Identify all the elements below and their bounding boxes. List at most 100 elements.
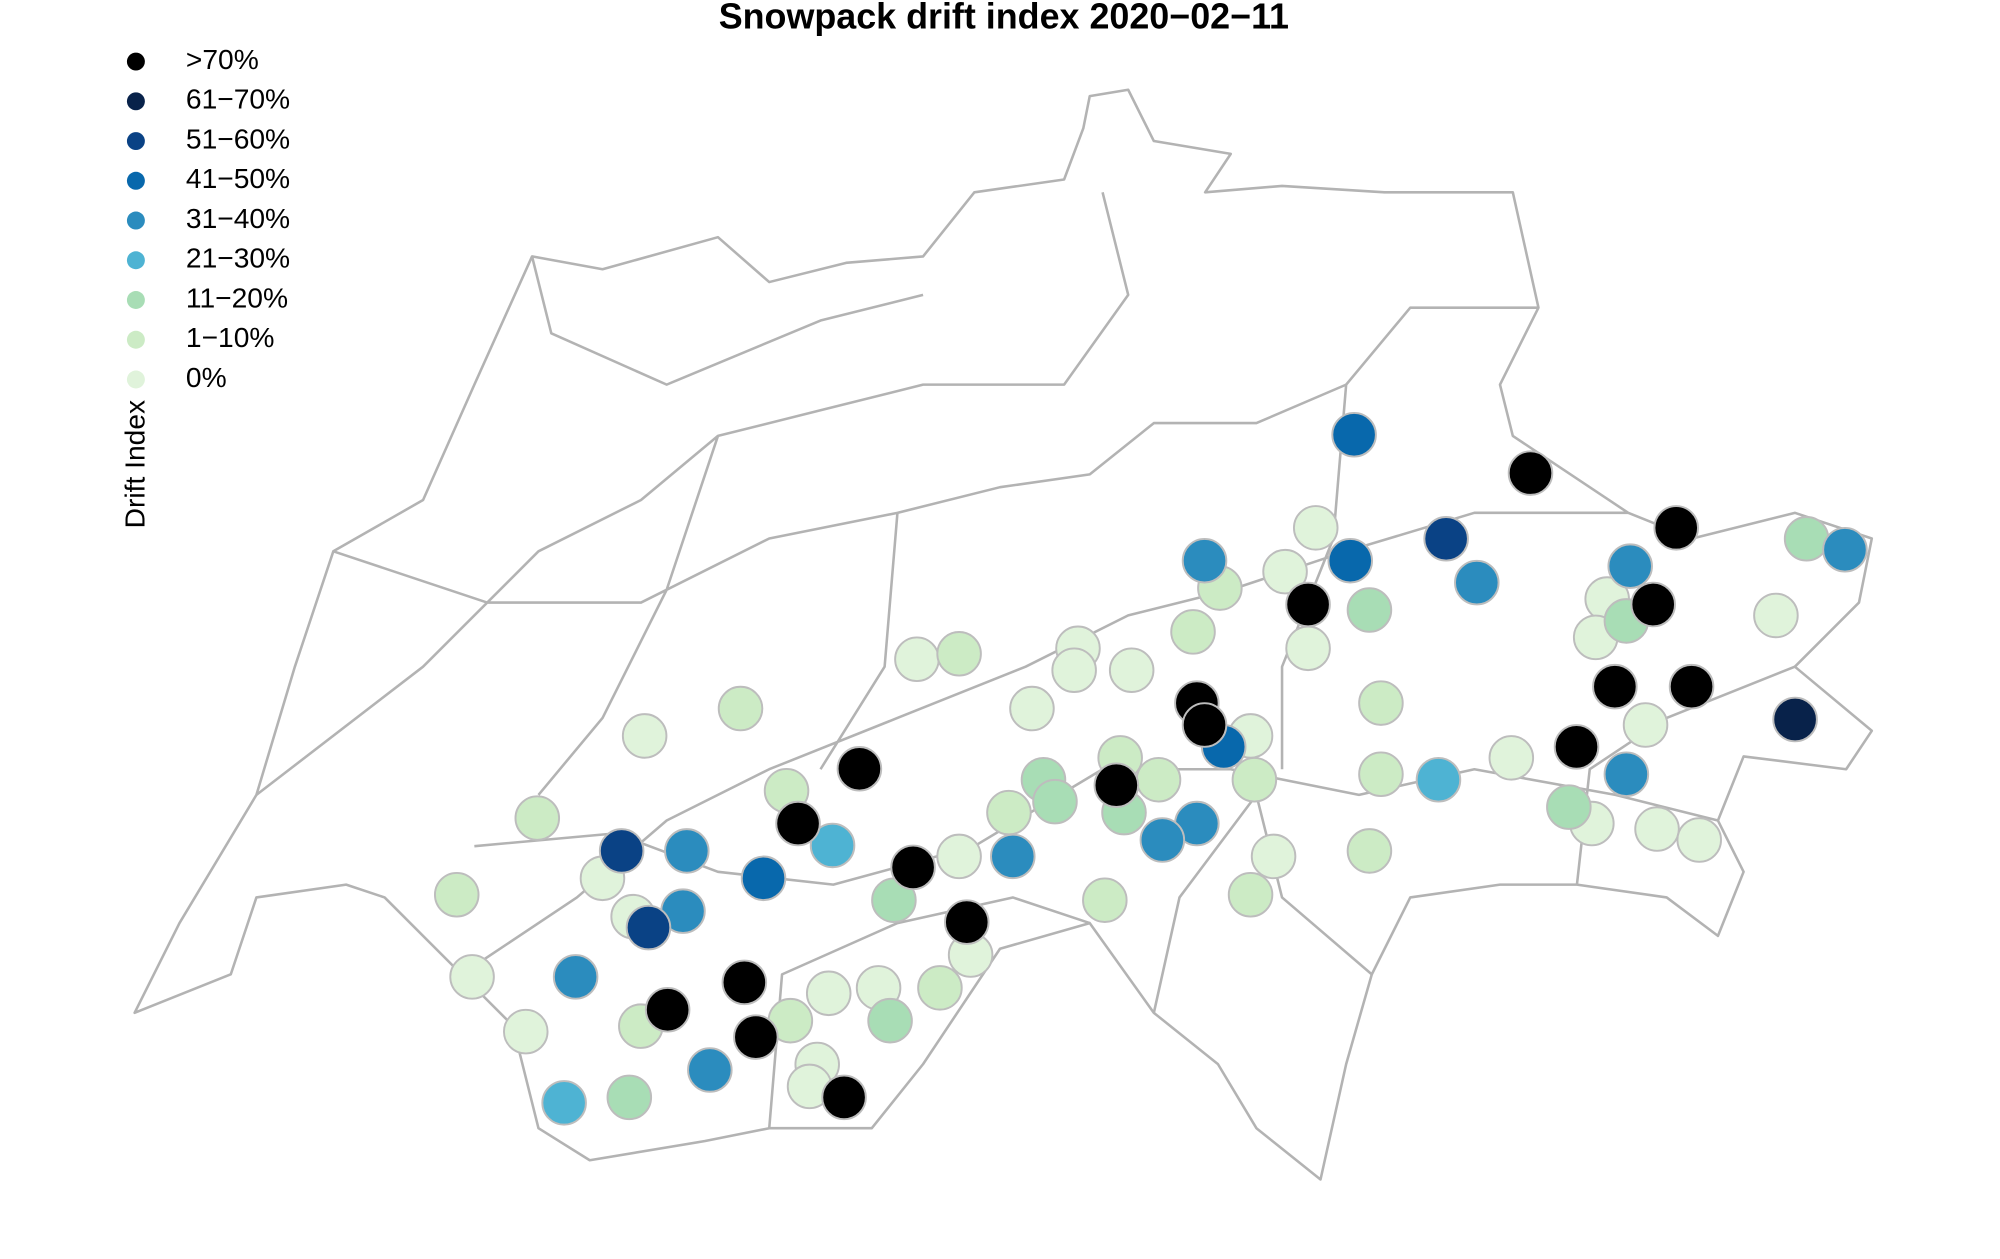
station-point [552, 954, 599, 1000]
station-point [433, 871, 480, 918]
station-point [917, 965, 963, 1011]
station-point [1262, 548, 1308, 595]
station-point [1454, 559, 1500, 606]
station-point [1231, 756, 1278, 803]
legend-label: 31−40% [186, 202, 290, 234]
station-point [821, 1074, 867, 1121]
station-point [541, 1080, 587, 1126]
station-point [621, 713, 668, 759]
legend-marker [126, 330, 145, 349]
station-point [1135, 756, 1182, 803]
points [433, 411, 1868, 1126]
station-point [944, 899, 990, 945]
station-point [1358, 680, 1404, 726]
legend-label: 21−30% [186, 242, 290, 274]
station-point [936, 631, 982, 677]
station-point [1607, 543, 1653, 589]
station-point [936, 833, 982, 880]
chart-title: Snowpack drift index 2020−02−11 [719, 0, 1289, 37]
legend-label: 61−70% [186, 83, 290, 115]
station-point [1630, 581, 1676, 628]
legend-marker [126, 251, 145, 270]
legend-marker [126, 52, 145, 71]
station-point [1009, 685, 1055, 732]
legend-marker [126, 291, 145, 309]
station-point [1676, 817, 1722, 863]
station-point [890, 844, 936, 891]
station-point [1051, 647, 1097, 693]
station-point [449, 954, 495, 1000]
station-point [990, 833, 1036, 880]
station-point [986, 789, 1032, 836]
station-point [1181, 702, 1228, 748]
legend: >70% 61−70% 51−60% 41−50% 31−40% 21−30% 11−20%… [126, 43, 290, 393]
station-point [1415, 756, 1462, 803]
station-point [606, 1074, 653, 1121]
legend-marker [126, 211, 145, 230]
station-point [740, 855, 787, 902]
legend-title: Drift Index [119, 400, 151, 528]
station-point [1285, 625, 1331, 672]
legend-label: 41−50% [186, 162, 290, 194]
station-point [1822, 526, 1868, 573]
station-point [1546, 784, 1592, 830]
station-point [1093, 762, 1140, 808]
country-border [133, 88, 1874, 1181]
station-point [894, 636, 940, 683]
station-point [1488, 735, 1535, 781]
station-point [1753, 592, 1799, 639]
station-point [1653, 505, 1699, 551]
legend-label: 11−20% [186, 281, 288, 313]
station-point [1170, 609, 1216, 655]
legend-marker [126, 92, 145, 111]
station-point [1139, 817, 1186, 863]
station-point [1423, 516, 1469, 562]
legend-marker [126, 370, 145, 389]
station-point [1346, 828, 1393, 874]
station-point [1553, 724, 1600, 770]
station-point [836, 746, 883, 792]
station-point [717, 685, 764, 732]
station-point [598, 828, 645, 874]
station-point [664, 828, 710, 874]
station-point [1032, 778, 1078, 825]
station-point [867, 997, 913, 1044]
station-point [775, 800, 821, 847]
station-point [1108, 647, 1155, 693]
station-point [733, 1014, 779, 1060]
legend-label: 51−60% [186, 122, 290, 154]
station-point [1783, 516, 1830, 562]
station-point [687, 1047, 733, 1093]
legend-marker [126, 132, 145, 151]
legend-label: >70% [186, 43, 259, 75]
legend-marker [126, 171, 145, 190]
station-point [503, 1008, 549, 1055]
legend-label: 0% [186, 361, 227, 393]
station-point [805, 970, 852, 1017]
station-point [809, 822, 856, 869]
station-point [1331, 411, 1377, 458]
station-point [1346, 587, 1393, 633]
station-point [1181, 537, 1228, 584]
station-point [1358, 751, 1404, 798]
station-point [1292, 505, 1339, 551]
station-point [1227, 871, 1274, 918]
station-point [1250, 833, 1297, 880]
station-point [1668, 663, 1715, 710]
station-point [1622, 702, 1669, 748]
station-point [721, 959, 768, 1006]
station-point [514, 795, 561, 841]
station-point [644, 986, 691, 1033]
station-point [1772, 696, 1818, 743]
station-point [1592, 663, 1638, 710]
station-point [1603, 751, 1650, 798]
station-point [1082, 877, 1128, 923]
legend-label: 1−10% [186, 321, 275, 353]
station-point [1634, 806, 1680, 852]
station-point [1507, 450, 1554, 496]
station-point [1327, 537, 1374, 584]
station-point [1285, 581, 1331, 628]
station-point [625, 904, 672, 951]
